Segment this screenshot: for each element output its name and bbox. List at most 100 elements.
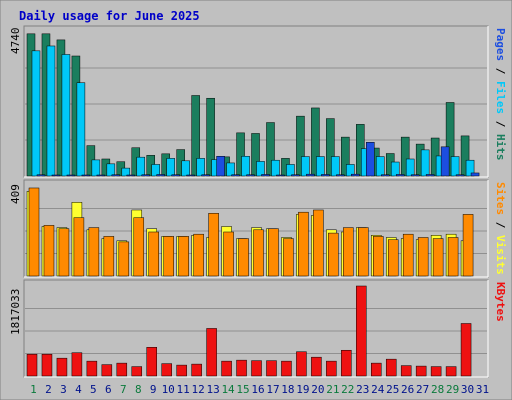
bar-files-day-22	[346, 164, 355, 177]
bar-files-day-1	[31, 50, 41, 177]
bar-pages-day-7	[126, 174, 136, 177]
bar-sites-day-27	[417, 237, 429, 277]
bar-sites-day-8	[133, 217, 145, 277]
bar-sites-day-2	[43, 225, 55, 277]
bar-files-day-18	[286, 164, 295, 177]
bar-pages-day-18	[291, 174, 300, 177]
bar-sites-day-17	[268, 228, 279, 277]
x-tick-label-day-28: 28	[431, 383, 444, 396]
legend-separator: /	[494, 215, 507, 235]
bar-sites-day-19	[298, 211, 309, 277]
panel-visits-sites: 409 Sites / Visits	[9, 179, 507, 278]
bar-kbytes-day-27	[415, 365, 427, 377]
bar-files-day-14	[226, 162, 235, 177]
bar-sites-day-21	[328, 232, 339, 277]
bar-pages-day-8	[141, 174, 151, 177]
bar-sites-day-9	[148, 231, 159, 277]
bar-sites-day-11	[178, 236, 189, 277]
legend-separator: /	[494, 61, 507, 81]
x-tick-label-day-7: 7	[120, 383, 127, 396]
bar-pages-day-5	[96, 174, 106, 177]
bar-kbytes-day-13	[206, 328, 217, 377]
x-tick-label-day-31: 31	[476, 383, 489, 396]
bar-files-day-20	[316, 156, 325, 177]
bar-kbytes-day-17	[266, 360, 277, 377]
bar-files-day-15	[241, 156, 250, 177]
bar-sites-day-16	[253, 229, 264, 277]
bar-kbytes-day-11	[176, 364, 187, 377]
bar-pages-day-12	[201, 174, 210, 177]
bar-files-day-3	[61, 54, 71, 177]
x-tick-label-day-6: 6	[105, 383, 112, 396]
bar-files-day-21	[331, 156, 340, 177]
legend-entry-files: Files	[494, 81, 507, 114]
bar-pages-day-15	[246, 174, 255, 177]
bar-files-day-26	[405, 158, 415, 177]
bar-sites-day-25	[387, 239, 399, 277]
bar-files-day-24	[376, 156, 385, 177]
bar-sites-day-3	[58, 228, 70, 277]
x-tick-label-day-3: 3	[60, 383, 67, 396]
bar-files-day-12	[196, 158, 205, 177]
bar-kbytes-day-21	[326, 360, 337, 377]
bar-kbytes-day-10	[161, 363, 172, 377]
x-tick-label-day-12: 12	[192, 383, 205, 396]
bar-pages-day-20	[321, 174, 330, 177]
bar-pages-day-19	[306, 173, 315, 177]
bar-files-day-27	[420, 149, 430, 177]
bar-sites-day-14	[223, 231, 234, 277]
x-tick-label-day-26: 26	[401, 383, 414, 396]
bar-kbytes-day-18	[281, 360, 292, 377]
chart-panels: 4740 Pages / Files / Hits 409 Sites / Visit…	[9, 25, 507, 378]
bar-pages-day-9	[156, 174, 165, 177]
bar-files-day-11	[181, 160, 190, 177]
bar-sites-day-6	[103, 236, 115, 277]
bar-kbytes-day-2	[41, 353, 53, 377]
bar-files-day-25	[390, 161, 400, 177]
x-tick-label-day-18: 18	[281, 383, 294, 396]
y-max-label: 4740	[9, 28, 22, 55]
bar-kbytes-day-26	[400, 365, 412, 377]
x-tick-label-day-20: 20	[311, 383, 324, 396]
bar-pages-day-3	[66, 174, 76, 177]
bar-hits-day-15	[236, 132, 245, 177]
bar-kbytes-day-9	[146, 347, 157, 377]
bar-kbytes-day-4	[71, 352, 83, 377]
x-tick-label-day-8: 8	[135, 383, 142, 396]
bar-hits-day-22	[341, 136, 350, 177]
bar-kbytes-day-22	[341, 349, 352, 377]
bar-kbytes-day-29	[445, 366, 457, 377]
bar-hits-day-16	[251, 133, 260, 177]
bar-pages-day-6	[111, 174, 121, 177]
bar-files-day-2	[46, 45, 56, 177]
x-tick-label-day-14: 14	[221, 383, 235, 396]
bar-pages-day-29	[455, 174, 465, 177]
bar-pages-day-13	[216, 156, 225, 177]
x-tick-label-day-27: 27	[416, 383, 429, 396]
bar-hits-day-29	[445, 102, 455, 177]
bar-files-day-7	[121, 167, 131, 177]
bar-pages-day-14	[231, 174, 240, 177]
bar-hits-day-17	[266, 122, 275, 177]
x-tick-label-day-17: 17	[266, 383, 279, 396]
bar-files-day-6	[106, 163, 116, 177]
bar-kbytes-day-23	[356, 285, 367, 377]
bar-sites-day-15	[238, 238, 249, 277]
bar-pages-day-24	[381, 174, 390, 177]
bar-hits-day-21	[326, 118, 335, 177]
x-tick-label-day-22: 22	[341, 383, 354, 396]
bar-kbytes-day-8	[131, 366, 143, 377]
bar-kbytes-day-1	[26, 353, 38, 377]
bar-pages-day-11	[186, 174, 195, 177]
x-tick-label-day-23: 23	[356, 383, 369, 396]
bar-pages-day-26	[410, 174, 420, 177]
bar-sites-day-10	[163, 236, 174, 277]
bar-sites-day-12	[193, 233, 204, 277]
bar-pages-day-30	[470, 172, 480, 177]
bar-sites-day-13	[208, 213, 219, 277]
bar-files-day-10	[166, 158, 175, 177]
legend-separator: /	[494, 114, 507, 134]
bar-kbytes-day-24	[371, 362, 382, 377]
bar-sites-day-30	[462, 214, 474, 277]
